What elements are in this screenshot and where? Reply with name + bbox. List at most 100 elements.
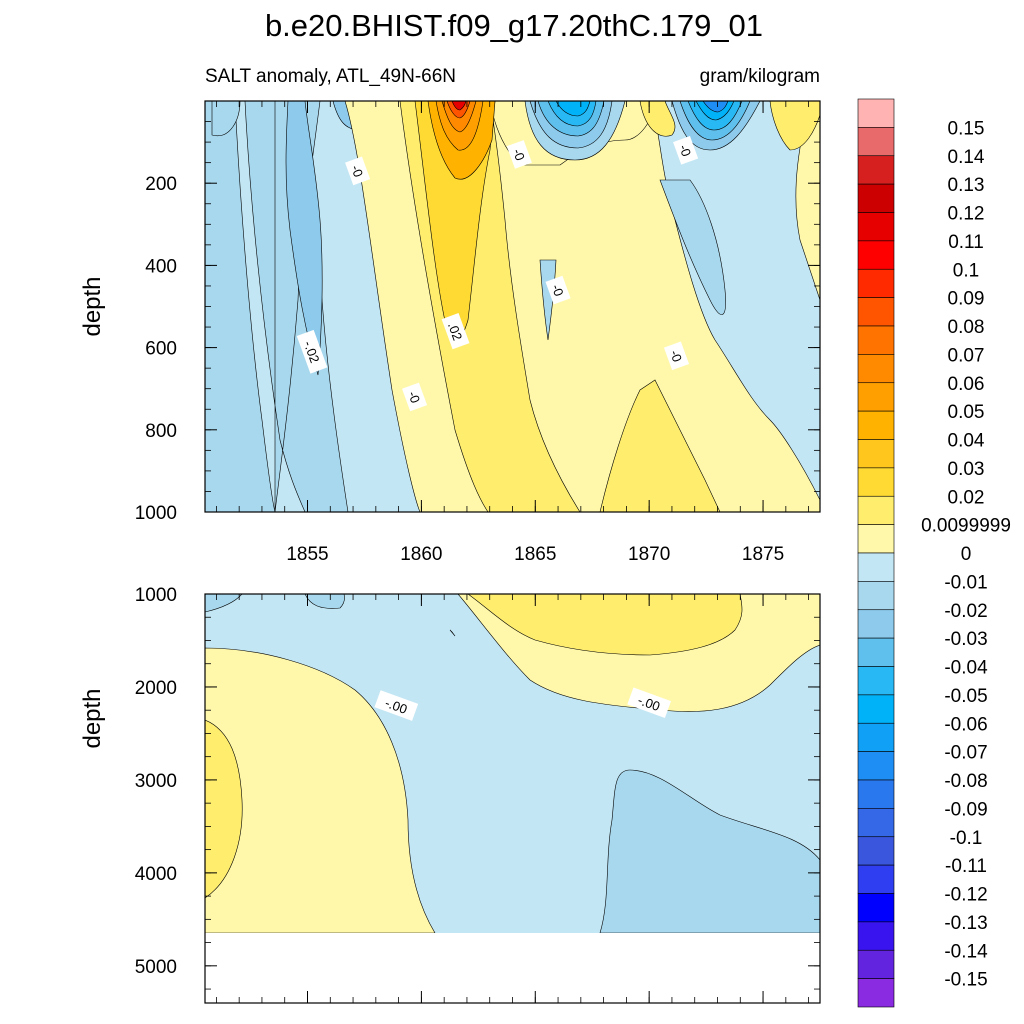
colorbar: 0.15 0.14 0.13 0.12 0.11 0.1 0.09 0.08 0.07 0.06 0…: [857, 98, 1011, 1008]
colorbar-label: 0.07: [948, 345, 985, 366]
colorbar-label: 0.14: [948, 147, 985, 168]
contour-label-text: -.00: [383, 695, 409, 717]
contour-label: -0: [673, 135, 699, 165]
colorbar-swatch: [857, 694, 895, 724]
colorbar-label: -0.07: [944, 743, 987, 764]
contour-label-bg: [374, 690, 419, 721]
colorbar-swatch: [857, 382, 895, 412]
colorbar-swatch: [857, 212, 895, 242]
upper-panel-fill: [205, 101, 820, 512]
colorbar-label: -0.01: [944, 572, 987, 593]
colorbar-label: -0.12: [944, 885, 987, 906]
colorbar-label: 0.0099999: [921, 516, 1011, 537]
contour-label-bg: [401, 382, 428, 412]
y-tick-label: 200: [145, 174, 177, 195]
colorbar-swatch: [857, 836, 895, 866]
contour-label-bg: [663, 341, 690, 371]
contour-region: [467, 594, 743, 656]
contour-label: -0: [401, 382, 428, 412]
colorbar-swatch: [857, 495, 895, 525]
contour-label: -.00: [627, 687, 672, 719]
colorbar-swatch: [857, 354, 895, 384]
contour-label: -.00: [374, 690, 419, 721]
colorbar-label: 0: [961, 544, 972, 565]
contour-label-text: -0: [348, 163, 366, 179]
colorbar-swatch: [857, 949, 895, 979]
x-tick-label: 1875: [742, 544, 784, 565]
colorbar-label: 0.04: [948, 431, 985, 452]
colorbar-swatch: [857, 155, 895, 185]
y-tick-label: 800: [145, 421, 177, 442]
chart-title: b.e20.BHIST.f09_g17.20thC.179_01: [265, 8, 763, 43]
y-tick-label: 5000: [135, 957, 177, 978]
colorbar-swatch: [857, 439, 895, 469]
x-tick-label: 1855: [286, 544, 328, 565]
y-tick-label: 3000: [135, 771, 177, 792]
x-tick-label: 1865: [514, 544, 556, 565]
contour-region: [769, 101, 820, 151]
x-tick-label: 1860: [400, 544, 442, 565]
colorbar-swatch: [857, 581, 895, 611]
contour-label-bg: [441, 313, 470, 350]
contour-label-text: -0: [510, 147, 528, 163]
y-tick-label: 4000: [135, 864, 177, 885]
colorbar-swatch: [857, 297, 895, 327]
y-tick-label: 1000: [135, 585, 177, 606]
colorbar-label: -0.11: [945, 856, 987, 877]
y-tick-label: 600: [145, 339, 177, 360]
contour-label: -.02: [296, 329, 328, 374]
y-axis-label: depth: [79, 688, 106, 748]
contour-label-bg: [545, 275, 571, 305]
colorbar-label: -0.04: [944, 658, 988, 679]
y-tick-label: 1000: [135, 503, 177, 524]
chart-subtitle-left: SALT anomaly, ATL_49N-66N: [205, 66, 456, 87]
contour-label: -0: [506, 140, 532, 169]
contour-label-bg: [627, 687, 672, 719]
colorbar-label: 0.11: [948, 232, 984, 253]
colorbar-swatch: [857, 325, 895, 355]
colorbar-label: -0.08: [944, 771, 987, 792]
colorbar-swatch: [857, 779, 895, 809]
contour-label-bg: [296, 329, 328, 374]
colorbar-swatch: [857, 127, 895, 157]
colorbar-label: -0.03: [944, 629, 987, 650]
colorbar-swatch: [857, 524, 895, 554]
y-tick-label: 400: [145, 256, 177, 277]
colorbar-label: -0.1: [950, 828, 983, 849]
colorbar-label: -0.13: [944, 913, 987, 934]
contour-region: [449, 629, 456, 637]
contour-label: -0: [345, 156, 371, 186]
colorbar-label: -0.06: [944, 714, 987, 735]
contour-region: [702, 101, 729, 113]
colorbar-swatch: [857, 751, 895, 781]
contour-region: [304, 594, 345, 609]
y-tick-label: 2000: [135, 678, 177, 699]
x-tick-label: 1870: [628, 544, 670, 565]
colorbar-swatch: [857, 722, 895, 752]
contour-label-text: -.00: [636, 692, 662, 714]
colorbar-swatch: [857, 808, 895, 838]
colorbar-swatch: [857, 183, 895, 213]
colorbar-swatch: [857, 666, 895, 696]
contour-region: [599, 379, 721, 512]
colorbar-label: -0.09: [944, 799, 987, 820]
colorbar-label: 0.12: [948, 204, 985, 225]
colorbar-label: 0.15: [948, 118, 985, 139]
contour-labels: -0 -0 -0 -0 .02 -.02 -0 -0 -.00 -.00: [296, 135, 699, 721]
contour-label-bg: [506, 140, 532, 169]
colorbar-label: 0.09: [948, 289, 985, 310]
colorbar-swatch: [857, 98, 895, 128]
contour-region: [205, 647, 436, 933]
colorbar-swatch: [857, 864, 895, 894]
colorbar-label: 0.06: [948, 374, 985, 395]
contour-label-text: .02: [445, 320, 465, 342]
contour-label-text: -0: [549, 282, 567, 298]
contour-region: [285, 101, 323, 376]
colorbar-swatch: [857, 978, 895, 1008]
contour-region: [599, 769, 820, 933]
chart-subtitle-right: gram/kilogram: [700, 66, 820, 87]
colorbar-swatch: [857, 921, 895, 951]
colorbar-swatch: [857, 268, 895, 298]
contour-label-text: -0: [676, 142, 694, 158]
